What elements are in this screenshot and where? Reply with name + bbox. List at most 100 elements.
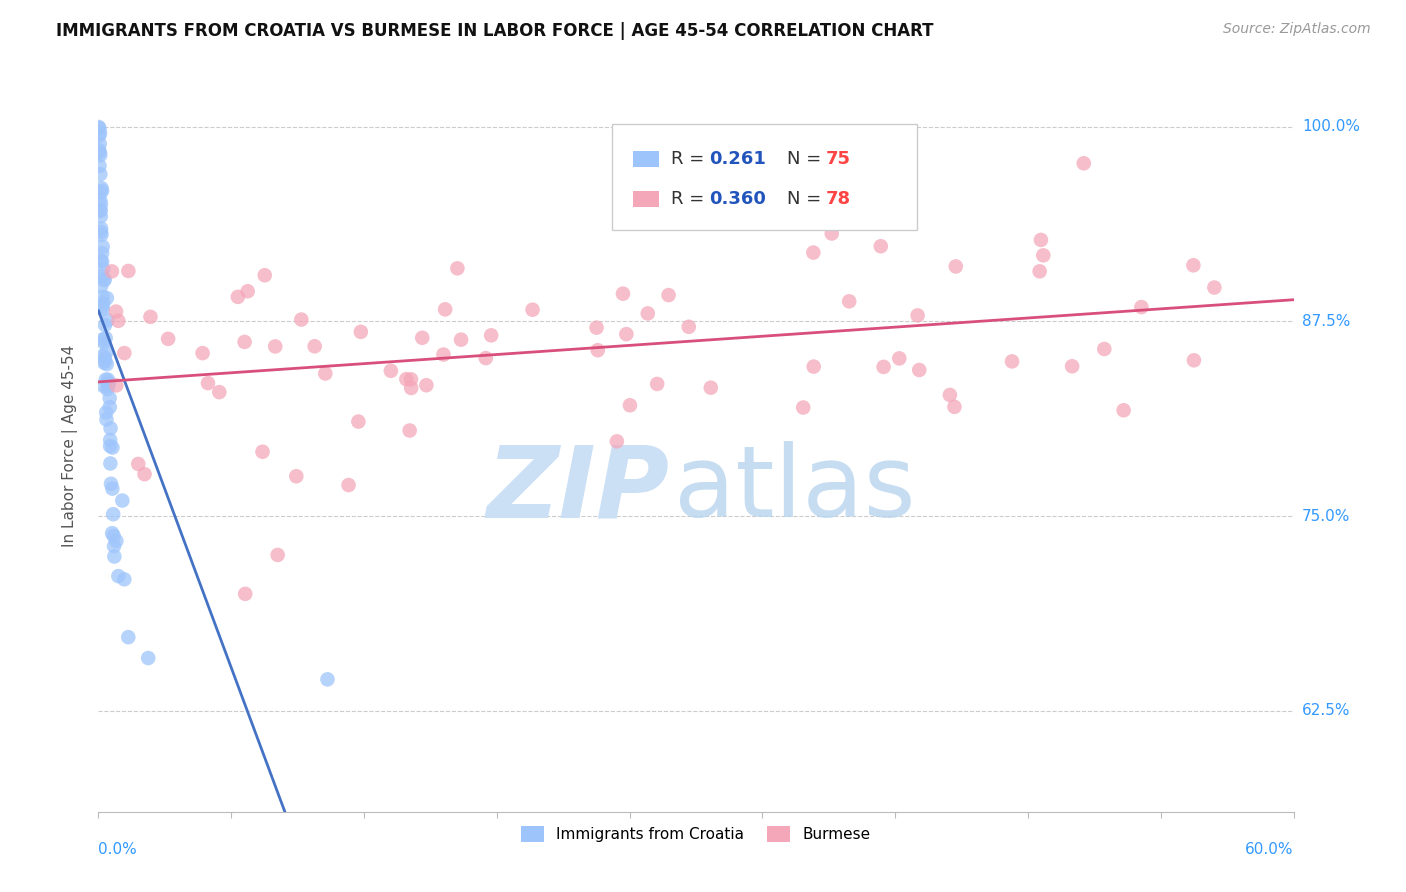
Point: [98, 457, 122, 471]
Point: [91, 240, 114, 254]
Point: [89, 159, 111, 173]
Point: [434, 302, 457, 317]
Point: [98, 433, 121, 447]
Text: 62.5%: 62.5%: [1302, 703, 1350, 718]
Point: [96, 382, 118, 396]
Point: [97, 373, 120, 387]
Text: Source: ZipAtlas.com: Source: ZipAtlas.com: [1223, 22, 1371, 37]
Point: [107, 314, 129, 328]
Point: [446, 261, 468, 276]
Point: [91, 261, 114, 276]
Point: [107, 569, 129, 583]
Point: [479, 328, 502, 343]
Point: [94, 318, 117, 332]
Point: [117, 630, 139, 644]
Point: [475, 351, 498, 365]
Point: [89, 121, 111, 136]
Point: [90, 181, 112, 195]
Point: [637, 306, 659, 320]
Point: [889, 351, 911, 366]
Point: [93, 272, 115, 286]
Point: [869, 239, 891, 253]
Point: [91, 333, 114, 347]
Point: [614, 327, 637, 342]
Point: [1029, 233, 1052, 247]
Point: [285, 469, 308, 483]
Point: [1001, 354, 1024, 368]
Point: [1032, 248, 1054, 262]
Point: [101, 264, 124, 278]
Point: [97, 313, 120, 327]
Text: N =: N =: [787, 190, 827, 208]
Point: [89, 186, 111, 200]
Point: [87, 120, 110, 134]
Point: [89, 145, 111, 160]
Point: [96, 291, 118, 305]
Point: [337, 478, 360, 492]
Point: [264, 339, 287, 353]
Text: 75.0%: 75.0%: [1302, 508, 1350, 524]
Point: [658, 288, 681, 302]
Text: 0.0%: 0.0%: [98, 842, 138, 857]
Point: [1112, 403, 1135, 417]
Point: [89, 136, 111, 151]
Bar: [633, 191, 659, 207]
Point: [700, 381, 723, 395]
Point: [1182, 353, 1205, 368]
Point: [90, 221, 112, 235]
Point: [90, 253, 112, 268]
Point: [90, 227, 112, 242]
Point: [112, 572, 135, 586]
Point: [939, 388, 962, 402]
Point: [872, 359, 894, 374]
Point: [399, 381, 422, 395]
Point: [91, 246, 114, 260]
Point: [304, 339, 326, 353]
Point: [1073, 156, 1095, 170]
Point: [90, 279, 112, 293]
Point: [233, 587, 256, 601]
Point: [93, 356, 115, 370]
Point: [267, 548, 290, 562]
Point: [91, 349, 114, 363]
Legend: Immigrants from Croatia, Burmese: Immigrants from Croatia, Burmese: [515, 820, 877, 848]
Point: [945, 260, 967, 274]
Point: [103, 549, 125, 564]
Point: [1062, 359, 1084, 374]
Point: [127, 457, 149, 471]
Point: [208, 385, 231, 400]
Point: [380, 364, 402, 378]
Point: [93, 273, 115, 287]
Point: [101, 507, 124, 521]
Point: [103, 529, 125, 543]
Point: [91, 302, 114, 317]
Point: [943, 400, 966, 414]
Point: [522, 302, 544, 317]
Point: [93, 335, 115, 350]
Point: [89, 148, 111, 162]
Point: [252, 444, 274, 458]
Point: [1028, 264, 1050, 278]
Point: [803, 359, 825, 374]
Point: [96, 357, 118, 371]
Point: [90, 203, 112, 218]
Point: [96, 344, 118, 359]
Point: [89, 204, 111, 219]
FancyBboxPatch shape: [613, 124, 917, 230]
Text: 0.261: 0.261: [709, 151, 766, 169]
Point: [678, 319, 700, 334]
Point: [586, 343, 609, 358]
Point: [89, 193, 111, 207]
Point: [89, 167, 111, 181]
Point: [89, 126, 111, 140]
Point: [350, 325, 373, 339]
Point: [226, 290, 249, 304]
Point: [98, 376, 121, 390]
Point: [290, 312, 312, 326]
Text: 100.0%: 100.0%: [1302, 120, 1360, 135]
Point: [94, 354, 117, 368]
Point: [90, 225, 112, 239]
Point: [1130, 300, 1153, 314]
Point: [136, 651, 159, 665]
Point: [100, 476, 122, 491]
